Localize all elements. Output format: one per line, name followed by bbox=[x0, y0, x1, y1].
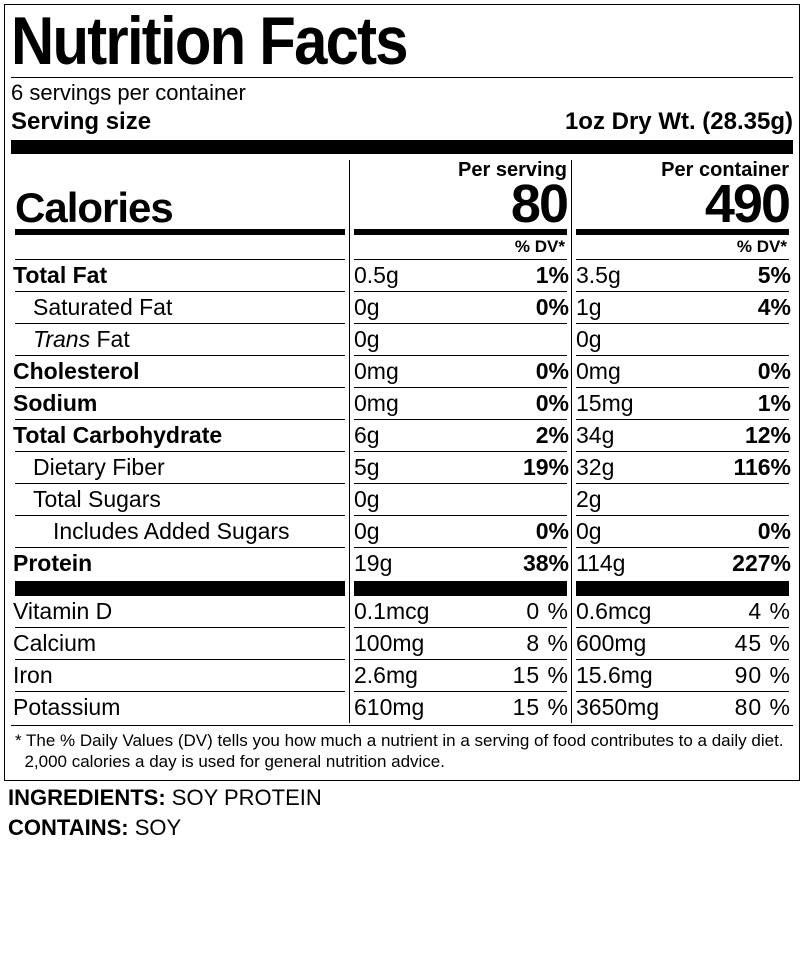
nutrient-name: Dietary Fiber bbox=[11, 452, 349, 483]
amount-per-serving: 0g bbox=[354, 294, 536, 321]
nutrition-facts-panel: Nutrition Facts 6 servings per container… bbox=[4, 4, 800, 781]
table-row: Calcium 100mg8 % 600mg45 % bbox=[11, 628, 793, 659]
contains-line: CONTAINS: SOY bbox=[4, 815, 800, 841]
dv-per-container: 5% bbox=[758, 262, 791, 289]
serving-size-value: 1oz Dry Wt. (28.35g) bbox=[565, 108, 793, 136]
calories-block: Calories Per serving 80 Per container 49… bbox=[11, 160, 793, 229]
dv-per-container: 116% bbox=[733, 454, 791, 481]
nutrient-table-minor: Vitamin D 0.1mcg0 % 0.6mcg4 % Calcium 10… bbox=[11, 595, 793, 723]
nutrient-name: Protein bbox=[11, 548, 349, 579]
amount-per-container: 0g bbox=[576, 326, 791, 353]
calories-per-container: 490 bbox=[576, 180, 789, 229]
dv-per-serving: 0% bbox=[536, 518, 569, 545]
amount-per-container: 3650mg bbox=[576, 694, 735, 721]
nutrient-name: Iron bbox=[11, 660, 349, 691]
amount-per-serving: 0mg bbox=[354, 390, 536, 417]
dv-per-serving: 0% bbox=[536, 358, 569, 385]
nutrient-table-major: Total Fat 0.5g1% 3.5g5% Saturated Fat 0g… bbox=[11, 259, 793, 579]
table-row: Sodium 0mg0% 15mg1% bbox=[11, 388, 793, 419]
dv-per-container: 80 % bbox=[735, 694, 791, 721]
amount-per-container: 1g bbox=[576, 294, 758, 321]
dv-per-container: 90 % bbox=[735, 662, 791, 689]
table-row: Dietary Fiber 5g19% 32g116% bbox=[11, 452, 793, 483]
nutrient-name: Saturated Fat bbox=[11, 292, 349, 323]
amount-per-container: 3.5g bbox=[576, 262, 758, 289]
dv-per-container: 1% bbox=[758, 390, 791, 417]
dv-per-serving: 0% bbox=[536, 390, 569, 417]
amount-per-serving: 0mg bbox=[354, 358, 536, 385]
dv-per-serving: 19% bbox=[523, 454, 569, 481]
footnote: * The % Daily Values (DV) tells you how … bbox=[11, 726, 793, 775]
dv-per-container: 45 % bbox=[735, 630, 791, 657]
amount-per-container: 34g bbox=[576, 422, 745, 449]
nutrient-name: Potassium bbox=[11, 692, 349, 723]
nutrient-name: Trans Fat bbox=[11, 324, 349, 355]
dv-per-serving: 15 % bbox=[513, 662, 569, 689]
dv-header-container: % DV* bbox=[576, 235, 789, 259]
dv-per-container: 4 % bbox=[748, 598, 791, 625]
nutrient-name: Includes Added Sugars bbox=[11, 516, 349, 547]
calories-label: Calories bbox=[15, 187, 345, 229]
table-row: Cholesterol 0mg0% 0mg0% bbox=[11, 356, 793, 387]
amount-per-container: 15mg bbox=[576, 390, 758, 417]
nutrient-name: Calcium bbox=[11, 628, 349, 659]
amount-per-container: 15.6mg bbox=[576, 662, 735, 689]
serving-size-row: Serving size 1oz Dry Wt. (28.35g) bbox=[11, 108, 793, 136]
amount-per-serving: 6g bbox=[354, 422, 536, 449]
amount-per-container: 114g bbox=[576, 550, 732, 577]
serving-size-label: Serving size bbox=[11, 108, 151, 136]
title: Nutrition Facts bbox=[11, 7, 699, 75]
amount-per-serving: 19g bbox=[354, 550, 523, 577]
amount-per-serving: 0g bbox=[354, 518, 536, 545]
table-row: Vitamin D 0.1mcg0 % 0.6mcg4 % bbox=[11, 596, 793, 627]
table-row: Includes Added Sugars 0g0% 0g0% bbox=[11, 516, 793, 547]
dv-per-container: 4% bbox=[758, 294, 791, 321]
dv-per-container: 0% bbox=[758, 358, 791, 385]
dv-per-container: 227% bbox=[732, 550, 791, 577]
amount-per-container: 0g bbox=[576, 518, 758, 545]
nutrient-name: Total Carbohydrate bbox=[11, 420, 349, 451]
amount-per-serving: 0.5g bbox=[354, 262, 536, 289]
servings-per-container: 6 servings per container bbox=[11, 80, 793, 106]
dv-per-container: 0% bbox=[758, 518, 791, 545]
table-row: Saturated Fat 0g0% 1g4% bbox=[11, 292, 793, 323]
amount-per-container: 2g bbox=[576, 486, 791, 513]
dv-per-serving: 0% bbox=[536, 294, 569, 321]
dv-per-container: 12% bbox=[745, 422, 791, 449]
nutrient-name: Sodium bbox=[11, 388, 349, 419]
amount-per-serving: 100mg bbox=[354, 630, 526, 657]
calories-per-serving: 80 bbox=[354, 180, 567, 229]
table-row: Trans Fat 0g 0g bbox=[11, 324, 793, 355]
amount-per-container: 32g bbox=[576, 454, 733, 481]
amount-per-serving: 0g bbox=[354, 326, 569, 353]
amount-per-serving: 5g bbox=[354, 454, 523, 481]
table-row: Protein 19g38% 114g227% bbox=[11, 548, 793, 579]
amount-per-serving: 0.1mcg bbox=[354, 598, 526, 625]
dv-per-serving: 2% bbox=[536, 422, 569, 449]
table-row: Total Fat 0.5g1% 3.5g5% bbox=[11, 260, 793, 291]
dv-per-serving: 8 % bbox=[526, 630, 569, 657]
amount-per-serving: 610mg bbox=[354, 694, 513, 721]
amount-per-serving: 2.6mg bbox=[354, 662, 513, 689]
table-row: Potassium 610mg15 % 3650mg80 % bbox=[11, 692, 793, 723]
amount-per-container: 600mg bbox=[576, 630, 735, 657]
dv-per-serving: 0 % bbox=[526, 598, 569, 625]
dv-per-serving: 15 % bbox=[513, 694, 569, 721]
dv-per-serving: 38% bbox=[523, 550, 569, 577]
ingredients-line: INGREDIENTS: SOY PROTEIN bbox=[4, 785, 800, 811]
dv-header-serving: % DV* bbox=[354, 235, 567, 259]
nutrient-name: Total Sugars bbox=[11, 484, 349, 515]
amount-per-container: 0mg bbox=[576, 358, 758, 385]
table-row: Total Carbohydrate 6g2% 34g12% bbox=[11, 420, 793, 451]
nutrient-name: Vitamin D bbox=[11, 596, 349, 627]
nutrient-name: Cholesterol bbox=[11, 356, 349, 387]
dv-per-serving: 1% bbox=[536, 262, 569, 289]
nutrient-name: Total Fat bbox=[11, 260, 349, 291]
amount-per-serving: 0g bbox=[354, 486, 569, 513]
table-row: Iron 2.6mg15 % 15.6mg90 % bbox=[11, 660, 793, 691]
table-row: Total Sugars 0g 2g bbox=[11, 484, 793, 515]
amount-per-container: 0.6mcg bbox=[576, 598, 748, 625]
